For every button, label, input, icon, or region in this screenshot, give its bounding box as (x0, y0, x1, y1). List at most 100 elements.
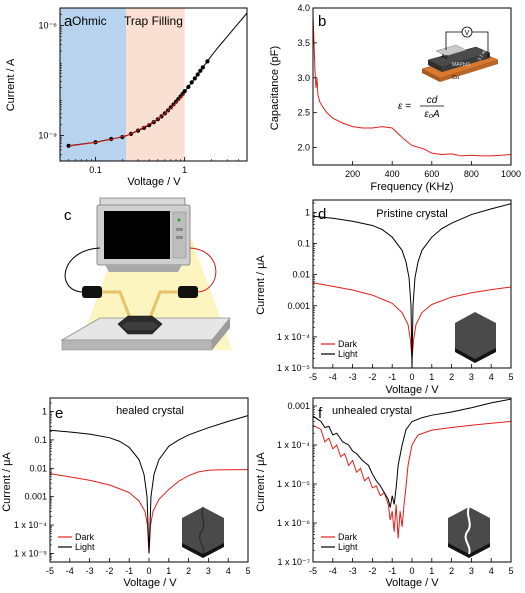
plot-d-marks (313, 203, 511, 368)
x-tick-label-f: 3 (469, 566, 474, 576)
panel-d: -5 -4 -3 -2 -1 0 1 2 3 4 5 1 0.1 0.01 0.001 1 x 10⁻⁴ 1 x… (255, 199, 514, 396)
sample-stage-side (212, 318, 230, 350)
x-tick-label-d: 1 (429, 372, 434, 382)
y-axis-label-e: Current / μA (1, 452, 13, 512)
panel-letter-d: d (318, 206, 326, 223)
right-probe-head (178, 286, 198, 298)
voltmeter-icon (461, 26, 473, 38)
axes-d: -5 -4 -3 -2 -1 0 1 2 3 4 5 1 0.1 0.01 0.001 1 x 10⁻⁴ 1 x… (277, 202, 514, 382)
cu-substrate-side (422, 69, 440, 82)
chart-title-f: unhealed crystal (332, 405, 412, 417)
data-point-a (182, 89, 187, 94)
region-label-ohmic: Ohmic (72, 14, 107, 28)
x-axis-label-e: Voltage / V (123, 577, 177, 589)
monitor-screen (104, 211, 170, 259)
y-axis-label-a: Current / A (5, 58, 17, 111)
data-point-a (168, 105, 173, 110)
formula-denominator: ε₀A (424, 109, 440, 120)
axes-b: 200 400 600 800 1000 2.0 2.5 3.0 3.5 4.0 (297, 3, 521, 179)
legend-label-dark: Dark (338, 339, 358, 349)
x-tick-label-d: 5 (508, 372, 513, 382)
plot-f-marks (313, 398, 511, 539)
permittivity-formula: ε = cd ε₀A (398, 95, 444, 120)
x-tick-label-f: -1 (388, 566, 396, 576)
healed-crack-line (199, 506, 205, 555)
mapbi3-front (442, 53, 490, 72)
panel-c-setup-illustration: c (60, 197, 232, 351)
x-tick-label-b: 200 (345, 169, 360, 179)
axes-e: -5 -4 -3 -2 -1 0 1 2 3 4 5 1 0.1 0.01 0.001 1 x 10⁻⁴ 1 x… (14, 397, 251, 576)
x-tick-label-b: 600 (424, 169, 439, 179)
sample-stage-front (61, 339, 213, 351)
x-tick-label-d: -3 (349, 372, 357, 382)
y-tick-label-b: 3.0 (297, 73, 310, 83)
trap-filling-region (126, 8, 185, 161)
data-point-a (186, 84, 191, 90)
x-tick-label-b: 800 (464, 169, 479, 179)
x-axis-label-a: Voltage / V (127, 176, 181, 188)
x-tick-label-e: 0 (146, 566, 151, 576)
red-cable (189, 247, 217, 293)
monitor-port (176, 236, 183, 239)
x-tick-label-d: -5 (309, 372, 317, 382)
monitor-port (176, 228, 183, 231)
crystal-top-face (122, 322, 158, 330)
series-line-e-0 (50, 469, 248, 554)
data-point-a (205, 59, 210, 64)
legend-label-dark: Dark (75, 532, 95, 542)
y-tick-label-e: 1 x 10⁻⁵ (14, 548, 47, 558)
y-tick-label-b: 3.5 (297, 38, 310, 48)
left-probe-needle (102, 290, 132, 319)
y-tick-label-f: 1 x 10⁻⁵ (277, 479, 310, 489)
x-tick-label-f: -3 (349, 566, 357, 576)
axes-frame-b (312, 7, 512, 166)
plot-b-marks (313, 18, 511, 157)
x-tick-label-e: 2 (186, 566, 191, 576)
x-tick-label-e: 4 (226, 566, 231, 576)
x-tick-label-d: 0 (409, 372, 414, 382)
monitor-base (105, 265, 182, 272)
x-tick-label-e: -1 (125, 566, 133, 576)
y-tick-label-b: 2.5 (297, 108, 310, 118)
legend-label-light: Light (338, 542, 358, 552)
y-tick-label-d: 0.1 (297, 239, 310, 249)
x-tick-label-a: 1 (182, 165, 187, 175)
x-tick-label-f: 2 (449, 566, 454, 576)
x-tick-label-e: 3 (206, 566, 211, 576)
x-tick-label-e: 5 (245, 566, 250, 576)
y-axis-label-d: Current / μA (255, 255, 267, 315)
panel-letter-c: c (64, 207, 72, 224)
x-tick-label-d: 2 (449, 372, 454, 382)
ohmic-region (60, 8, 127, 161)
axes-f: -5 -4 -3 -2 -1 0 1 2 3 4 5 0.001 1 x 10⁻⁴ 1 x 10⁻⁵ 1 x… (277, 401, 514, 576)
panel-a: 0.1 1 10⁻⁹ 10⁻⁶ a Ohmic Trap Filling Voltag… (5, 7, 248, 188)
y-tick-label-f: 1 x 10⁻⁶ (277, 518, 310, 528)
mapbi3-label: MAPbI3 (452, 62, 470, 68)
status-led-icon (177, 218, 181, 222)
ag-label: Ag (441, 54, 448, 60)
x-tick-label-d: 3 (469, 372, 474, 382)
legend-label-dark: Dark (338, 532, 358, 542)
panel-letter-b: b (318, 13, 326, 30)
black-cable (64, 247, 101, 293)
series-line-e-1 (50, 415, 248, 554)
x-tick-label-e: -2 (105, 566, 113, 576)
x-tick-label-f: 1 (429, 566, 434, 576)
axes-a: 0.1 1 10⁻⁹ 10⁻⁶ (38, 7, 248, 175)
crystal-icon-face (182, 507, 224, 554)
computer-monitor (96, 197, 191, 272)
x-tick-label-d: -1 (388, 372, 396, 382)
ag-electrode (435, 44, 467, 57)
x-tick-label-e: -5 (46, 566, 54, 576)
voltmeter-label: V (465, 30, 470, 37)
data-point-a (171, 102, 176, 107)
left-probe-head (82, 286, 102, 298)
data-point-a (195, 72, 200, 77)
x-tick-label-e: 1 (166, 566, 171, 576)
thickness-label: 3.1 mm (477, 46, 489, 62)
crystal-icon-healed (182, 506, 224, 558)
